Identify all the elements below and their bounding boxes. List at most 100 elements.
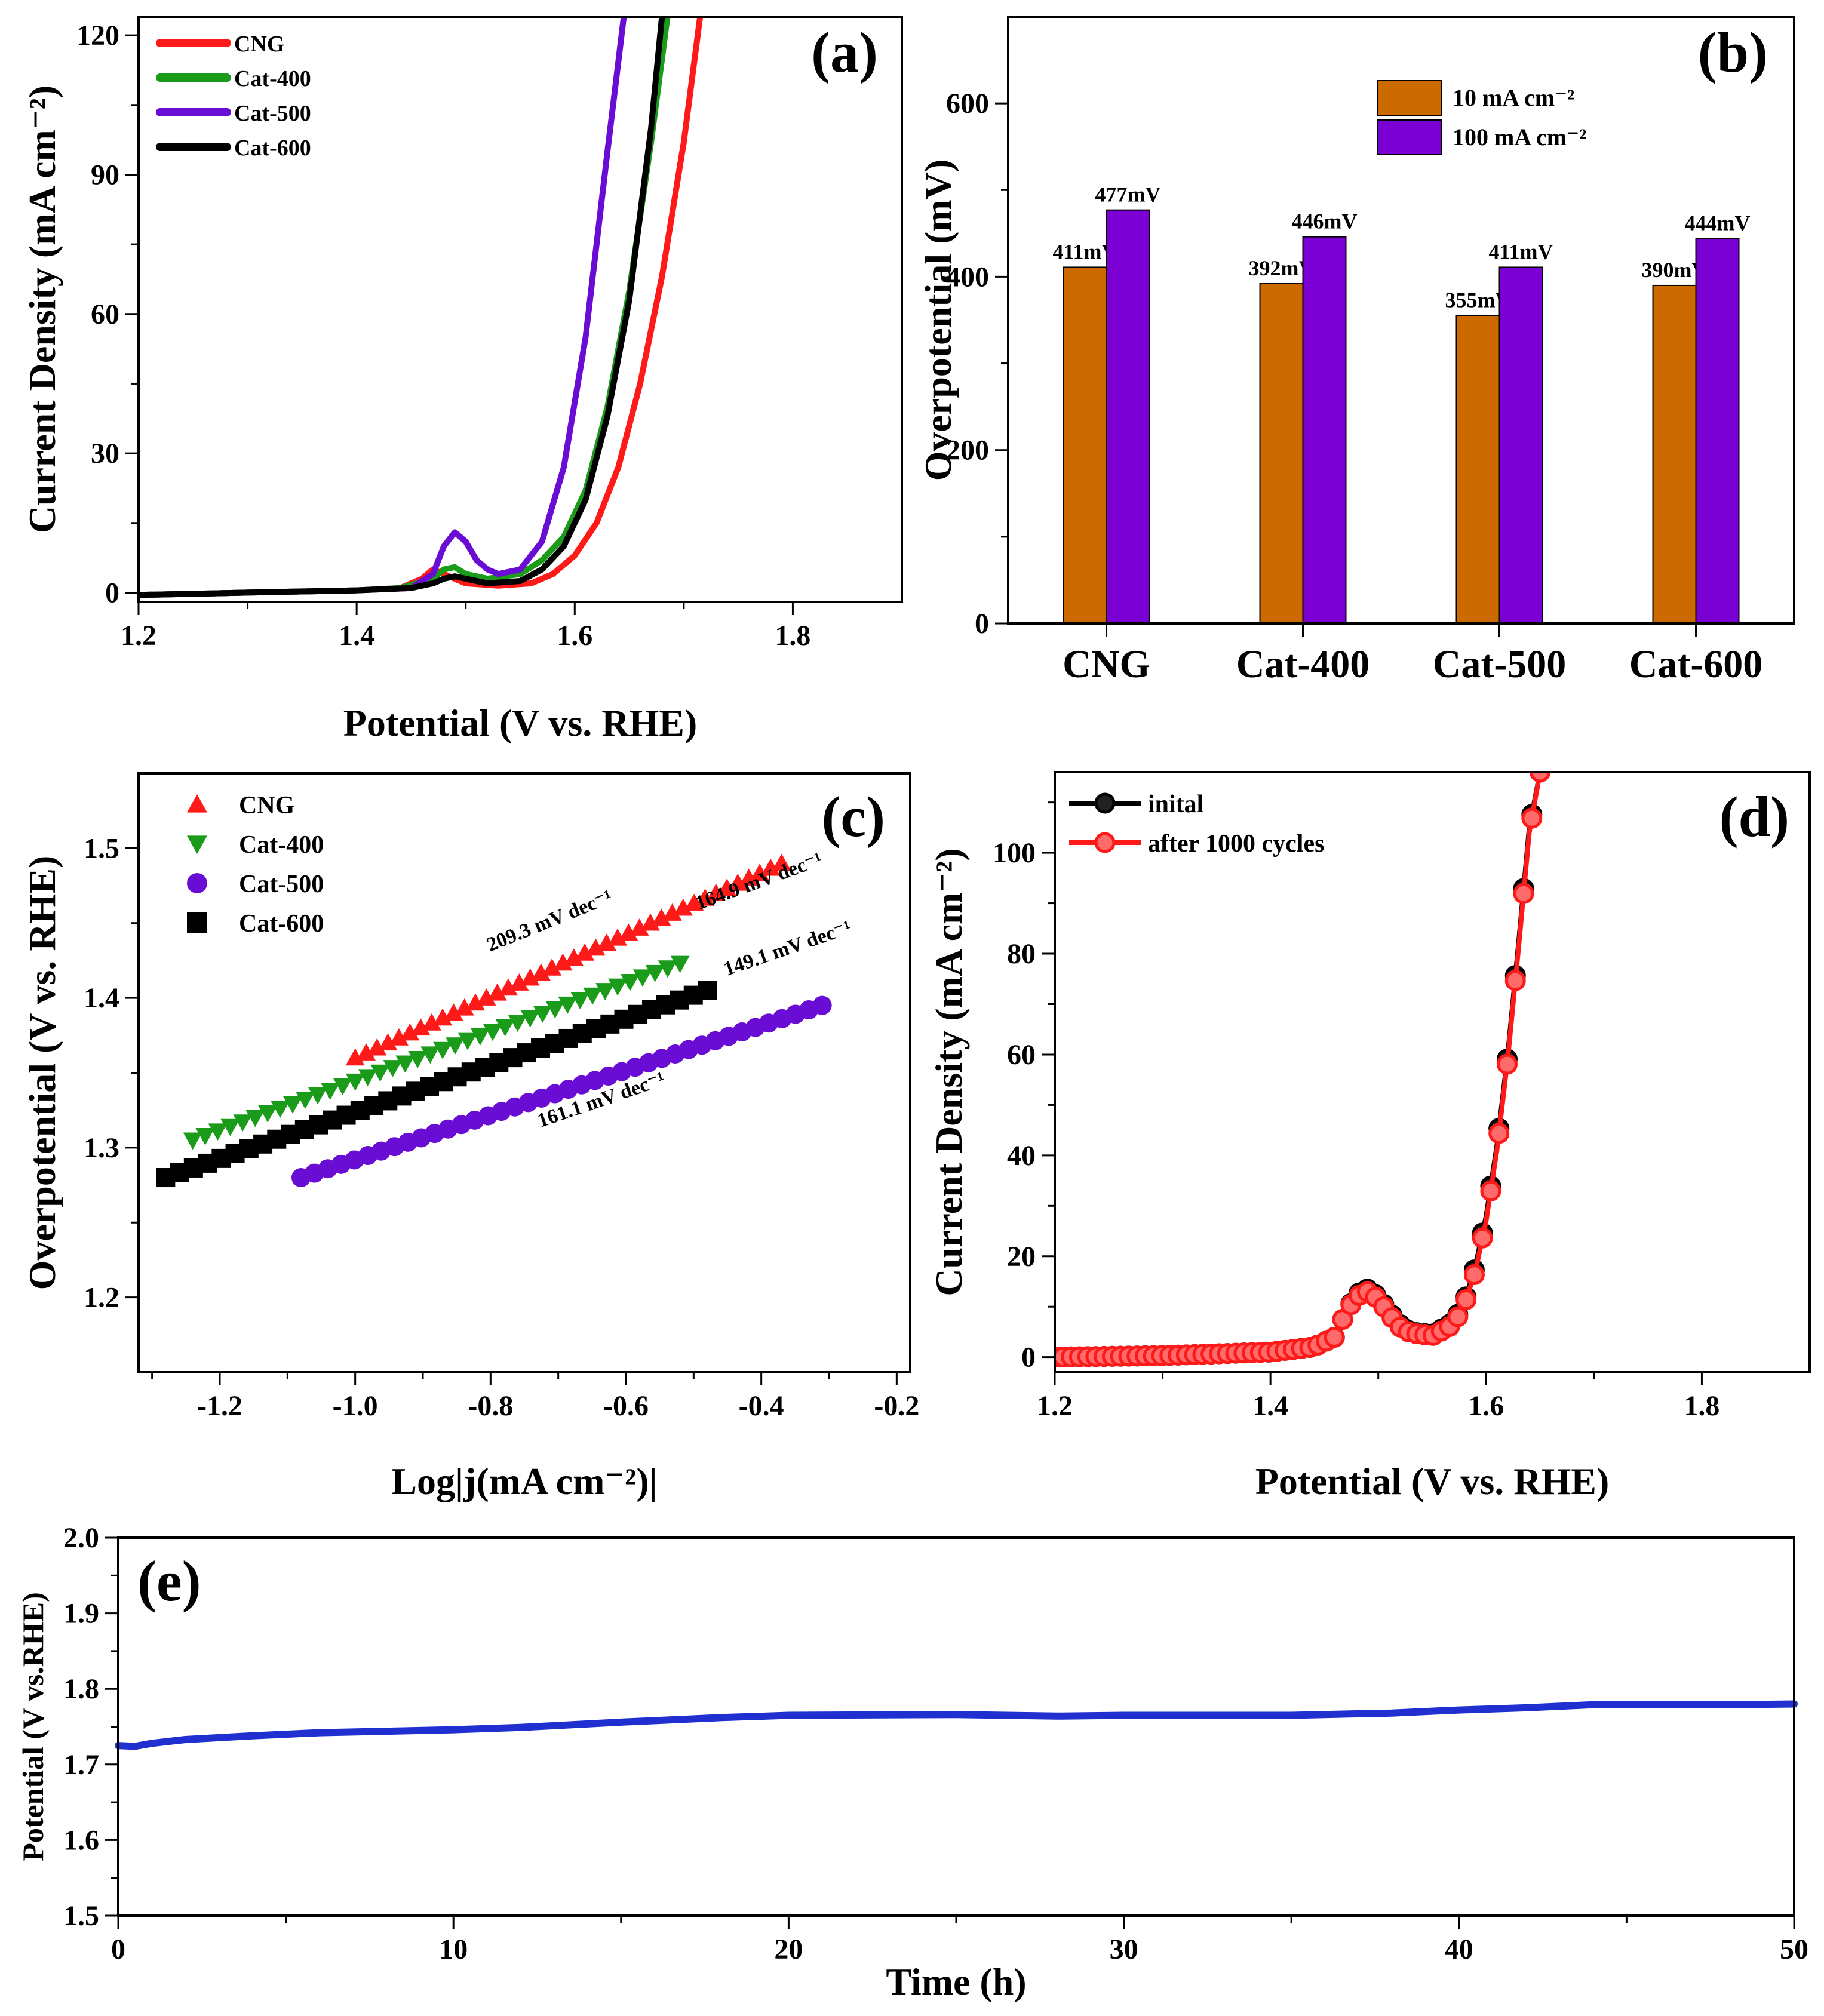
- panel-c-legend-label: Cat-500: [239, 871, 324, 898]
- panel-c-point-cat-400: [533, 1006, 552, 1023]
- panel-c-point-cng: [608, 928, 628, 946]
- panel-b-category-label: Cat-500: [1433, 643, 1567, 686]
- panel-c-point-cat-400: [383, 1060, 403, 1077]
- panel-c-point-cat-400: [583, 987, 603, 1005]
- panel-b-label: (b): [1698, 20, 1768, 84]
- panel-c-point-cat-400: [333, 1078, 352, 1096]
- panel-a-legend-label: Cat-500: [234, 101, 311, 126]
- panel-c-point-cat-400: [283, 1096, 303, 1114]
- panel-b-bar-cat-500-100: [1498, 266, 1543, 625]
- panel-e-y-tick-label: 1.8: [63, 1673, 99, 1705]
- panel-d-x-tick-label: 1.8: [1684, 1390, 1719, 1422]
- panel-a-x-tick-label: 1.2: [121, 620, 156, 651]
- panel-b-y-tick-label: 0: [975, 608, 989, 640]
- panel-d-legend-label: after 1000 cycles: [1148, 830, 1324, 858]
- panel-a-x-tick-label: 1.6: [557, 620, 592, 651]
- panel-c-point-cat-400: [495, 1019, 515, 1037]
- panel-c-point-cng: [466, 993, 486, 1011]
- panel-b-bar-data-label: 446mV: [1292, 210, 1358, 233]
- panel-c-point-cng: [597, 933, 616, 951]
- panel-a-y-tick-label: 30: [91, 438, 119, 469]
- panel-a-legend-label: Cat-600: [234, 136, 311, 161]
- panel-c-point-cat-400: [370, 1064, 390, 1082]
- panel-d-plot-frame: [1054, 771, 1811, 1373]
- panel-c-point-cng: [619, 923, 638, 941]
- panel-a-y-axis-label: Current Density (mA cm⁻²): [21, 85, 63, 533]
- panel-e-label: (e): [137, 1549, 201, 1613]
- panel-c-points: [156, 853, 832, 1188]
- panel-c-point-cat-400: [258, 1105, 278, 1123]
- panel-a-x-tick-label: 1.4: [339, 620, 374, 651]
- panel-d-y-tick-label: 40: [1007, 1140, 1036, 1172]
- panel-d-legend-marker: [1094, 832, 1116, 853]
- panel-c-point-cat-500: [812, 995, 832, 1015]
- panel-c-point-cat-400: [408, 1050, 428, 1068]
- panel-c-point-cng: [586, 938, 606, 956]
- panel-c-point-cat-400: [558, 996, 578, 1014]
- panel-c-point-cng: [684, 893, 704, 911]
- panel-e-y-tick-label: 2.0: [63, 1522, 99, 1554]
- panel-c-y-tick-label: 1.5: [84, 832, 119, 864]
- panel-c-point-cat-400: [595, 983, 615, 1000]
- panel-c-point-cat-400: [632, 969, 652, 987]
- panel-a-y-tick-label: 60: [91, 299, 119, 330]
- panel-d-y-tick-label: 80: [1007, 938, 1036, 970]
- panel-d-legend-label: inital: [1148, 791, 1203, 818]
- panel-a-plot-frame: [137, 16, 903, 603]
- panel-c-point-cat-400: [470, 1028, 490, 1046]
- panel-a-lines: [139, 17, 704, 598]
- panel-c-point-cng: [520, 968, 540, 986]
- panel-c-point-cat-400: [620, 973, 640, 991]
- panel-e-y-axis-label: Potential (V vs.RHE): [16, 1592, 50, 1861]
- panel-c-point-cat-400: [433, 1041, 453, 1059]
- panel-c-point-cat-400: [358, 1069, 377, 1087]
- panel-c-x-tick-label: -1.0: [333, 1390, 378, 1422]
- panel-c-slope-label: 149.1 mV dec⁻¹: [721, 916, 854, 981]
- panel-c-y-axis-label: Overpotential (V vs. RHE): [21, 856, 63, 1290]
- panel-b-plot-frame: [1007, 16, 1795, 625]
- panel-c-point-cng: [389, 1028, 409, 1046]
- panel-b-legend-swatch: [1377, 119, 1442, 155]
- panel-c-point-cng: [739, 868, 759, 886]
- panel-e-x-tick-label: 40: [1445, 1934, 1473, 1965]
- panel-c-x-tick-label: -0.8: [468, 1390, 513, 1422]
- panel-e-y-tick-label: 1.6: [63, 1824, 99, 1856]
- panel-b-bar-cng-100: [1106, 209, 1150, 624]
- panel-c-point-cng: [662, 903, 682, 921]
- panel-c-point-cat-400: [420, 1046, 440, 1064]
- panel-c-point-cng: [531, 963, 551, 981]
- panel-b-y-tick-label: 400: [946, 261, 989, 293]
- panel-a-series-cat-500: [139, 17, 627, 598]
- panel-c-point-cng: [564, 948, 584, 966]
- panel-c-point-cat-400: [183, 1132, 202, 1150]
- panel-b-category-label: Cat-400: [1236, 643, 1370, 686]
- panel-a-x-tick-label: 1.8: [775, 620, 810, 651]
- panel-d-marker-after-cycles: [1513, 883, 1534, 904]
- panel-c-y-tick-label: 1.2: [84, 1282, 119, 1314]
- panel-c-point-cng: [422, 1013, 441, 1031]
- panel-c-point-cng: [345, 1048, 365, 1066]
- panel-b-bar-data-label: 477mV: [1095, 183, 1161, 207]
- panel-d-marker-after-cycles: [1521, 807, 1543, 829]
- panel-b-bar-cat-400-100: [1302, 236, 1347, 625]
- panel-c-point-cng: [378, 1033, 398, 1051]
- panel-c-slope-label: 164.9 mV dec⁻¹: [692, 849, 825, 915]
- panel-c-point-cat-400: [320, 1083, 340, 1100]
- panel-d-marker-after-cycles: [1463, 1264, 1485, 1286]
- panel-c-legend-marker: [187, 835, 207, 854]
- panel-c-point-cng: [575, 943, 595, 961]
- panel-c-tafel-plot: -1.2 -1.0 -0.8 -0.6 -0.4 -0.2 1.2 1.3 1.4 1.5 Log|…: [21, 772, 919, 1502]
- panel-e-x-tick-label: 30: [1110, 1934, 1138, 1965]
- panel-c-point-cat-400: [483, 1024, 502, 1041]
- panel-d-series: [1055, 772, 1551, 1368]
- panel-b-bar-data-label: 444mV: [1685, 211, 1751, 235]
- panel-e-x-tick-label: 50: [1780, 1934, 1808, 1965]
- panel-c-point-cng: [367, 1038, 387, 1056]
- panel-d-stability-cycles-chart: 1.2 1.4 1.6 1.8 0 20 40 60 80 100 Potential (V vs.…: [928, 771, 1811, 1502]
- panel-b-legend-label: 10 mA cm⁻²: [1453, 84, 1574, 111]
- panel-e-x-tick-label: 20: [774, 1934, 803, 1965]
- panel-c-point-cng: [772, 853, 791, 871]
- panel-e-y-tick-label: 1.5: [63, 1900, 99, 1932]
- panel-a-series-cat-600: [139, 17, 665, 598]
